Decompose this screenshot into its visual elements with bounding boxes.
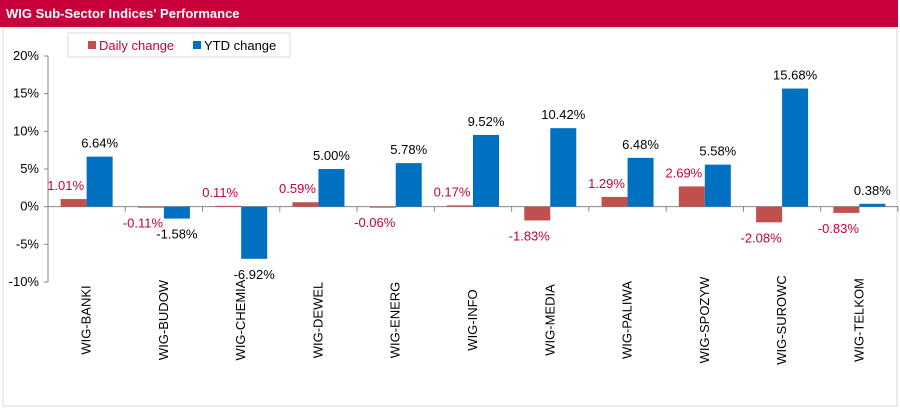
bar-daily-change	[524, 206, 551, 221]
data-label-daily: -0.83%	[818, 221, 860, 236]
data-label-daily: 2.69%	[665, 165, 702, 180]
bar-ytd-change	[318, 169, 345, 207]
bar-ytd-change	[241, 206, 268, 259]
legend-swatch-ytd	[193, 41, 201, 49]
category-label: WIG-SUROWC	[774, 275, 789, 365]
data-label-daily: 1.01%	[47, 178, 84, 193]
data-label-ytd: 15.68%	[773, 68, 818, 83]
bar-daily-change	[369, 206, 396, 208]
bar-daily-change	[215, 205, 242, 207]
data-label-ytd: 0.38%	[854, 183, 891, 198]
bar-daily-change	[137, 206, 164, 208]
category-label: WIG-INFO	[465, 289, 480, 350]
data-label-daily: -1.83%	[509, 228, 551, 243]
category-label: WIG-SPOZYW	[697, 276, 712, 363]
bar-ytd-change	[395, 163, 422, 207]
legend: Daily change YTD change	[67, 32, 291, 58]
data-label-daily: 0.59%	[279, 181, 316, 196]
bar-ytd-change	[86, 156, 113, 207]
category-label: WIG-BANKI	[79, 285, 94, 354]
category-label: WIG-ENERG	[388, 282, 403, 359]
y-tick-label: 5%	[20, 161, 39, 176]
data-label-ytd: -1.58%	[156, 227, 198, 242]
y-tick-label: 10%	[13, 123, 39, 138]
category-label: WIG-BUDOW	[156, 279, 171, 360]
y-tick-label: -10%	[9, 274, 40, 289]
bar-ytd-change	[859, 203, 886, 207]
y-tick-label: -5%	[16, 236, 40, 251]
bar-ytd-change	[473, 134, 499, 207]
legend-label-daily: Daily change	[99, 38, 174, 53]
data-labels: 1.01% 6.64% -0.11%-1.58% 0.11% -6.92% 0.59% 5.…	[47, 68, 891, 282]
legend-box	[67, 32, 291, 58]
bar-daily-change	[601, 196, 628, 207]
y-tick-label: 20%	[13, 48, 39, 63]
legend-label-ytd: YTD change	[204, 38, 276, 53]
data-label-ytd: 5.78%	[390, 142, 427, 157]
bars	[60, 88, 886, 259]
data-label-daily: -0.11%	[123, 215, 164, 230]
data-label-ytd: 10.42%	[541, 107, 586, 122]
bar-ytd-change	[550, 128, 577, 207]
bar-daily-change	[447, 205, 473, 207]
bar-daily-change	[292, 202, 319, 207]
category-label: WIG-MEDIA	[542, 284, 557, 356]
bar-daily-change	[756, 206, 783, 223]
data-label-ytd: 5.00%	[313, 148, 350, 163]
y-tick-label: 0%	[20, 199, 39, 214]
bar-daily-change	[60, 199, 87, 207]
data-label-ytd: 6.64%	[81, 136, 118, 151]
bar-daily-change	[678, 186, 705, 207]
bar-ytd-change	[627, 157, 654, 207]
data-label-daily: 1.29%	[588, 176, 625, 191]
data-label-daily: -0.06%	[354, 215, 396, 230]
chart-title: WIG Sub-Sector Indices' Performance	[0, 0, 898, 27]
category-label: WIG-TELKOM	[851, 278, 866, 362]
chart-border	[2, 27, 898, 407]
data-label-daily: 0.17%	[434, 184, 471, 199]
data-label-daily: -2.08%	[740, 230, 782, 245]
bar-ytd-change	[782, 88, 809, 207]
category-label: WIG-PALIWA	[620, 281, 635, 359]
data-label-daily: 0.11%	[202, 185, 238, 200]
category-label: WIG-DEWEL	[310, 282, 325, 359]
data-label-ytd: 9.52%	[468, 114, 505, 129]
bar-daily-change	[833, 206, 860, 213]
y-tick-label: 15%	[13, 86, 39, 101]
category-label: WIG-CHEMIA	[233, 279, 248, 360]
bar-ytd-change	[704, 164, 731, 207]
data-label-ytd: 6.48%	[622, 137, 659, 152]
legend-swatch-daily	[88, 41, 96, 49]
data-label-ytd: -6.92%	[234, 267, 276, 282]
bar-ytd-change	[163, 206, 190, 219]
data-label-ytd: 5.58%	[699, 144, 736, 159]
